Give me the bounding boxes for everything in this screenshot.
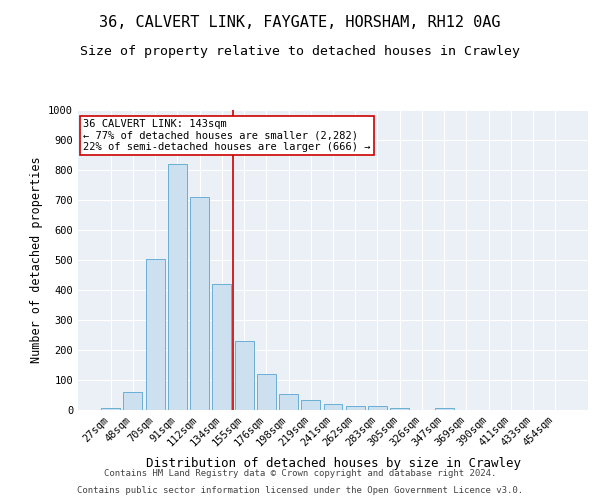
Text: Contains public sector information licensed under the Open Government Licence v3: Contains public sector information licen… [77, 486, 523, 495]
Bar [168, 164, 187, 410]
Bar [146, 258, 164, 410]
Bar [279, 394, 298, 410]
Bar [124, 392, 142, 410]
Bar [301, 400, 320, 410]
Bar [257, 374, 276, 410]
Bar [435, 408, 454, 410]
Bar [101, 408, 120, 410]
Bar [235, 341, 254, 410]
Text: 36, CALVERT LINK, FAYGATE, HORSHAM, RH12 0AG: 36, CALVERT LINK, FAYGATE, HORSHAM, RH12… [99, 15, 501, 30]
Bar [390, 408, 409, 410]
Text: Size of property relative to detached houses in Crawley: Size of property relative to detached ho… [80, 45, 520, 58]
Bar [368, 406, 387, 410]
Text: Contains HM Land Registry data © Crown copyright and database right 2024.: Contains HM Land Registry data © Crown c… [104, 468, 496, 477]
Y-axis label: Number of detached properties: Number of detached properties [29, 156, 43, 364]
Text: 36 CALVERT LINK: 143sqm
← 77% of detached houses are smaller (2,282)
22% of semi: 36 CALVERT LINK: 143sqm ← 77% of detache… [83, 119, 371, 152]
Bar [190, 197, 209, 410]
Bar [323, 404, 343, 410]
X-axis label: Distribution of detached houses by size in Crawley: Distribution of detached houses by size … [146, 457, 521, 470]
Bar [212, 284, 231, 410]
Bar [346, 406, 365, 410]
